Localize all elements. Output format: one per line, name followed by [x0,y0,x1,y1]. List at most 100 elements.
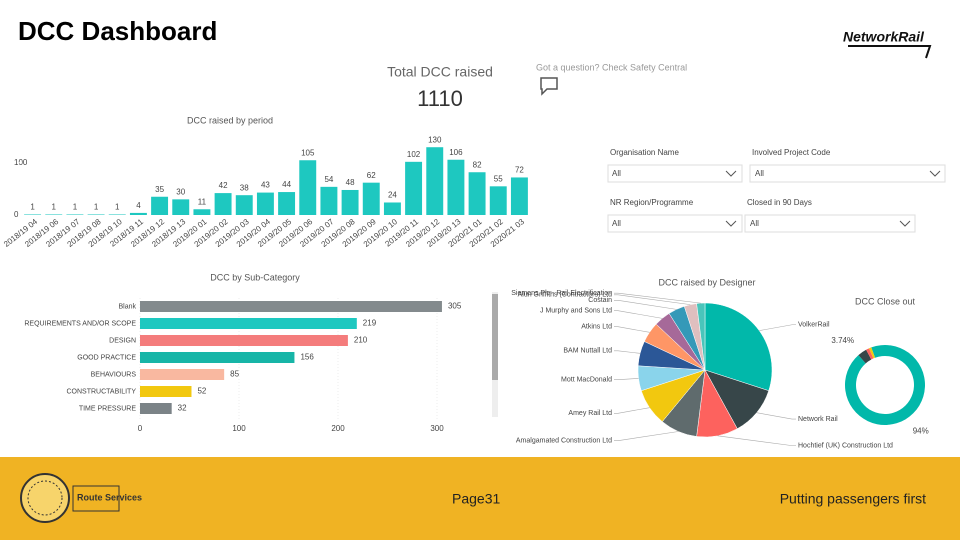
y-tick-label: 0 [14,210,19,219]
logo: NetworkRail [843,29,925,45]
help-text[interactable]: Got a question? Check Safety Central [536,62,687,72]
data-label: 1 [73,203,78,212]
page-number: Page31 [452,491,500,507]
filter-value[interactable]: All [755,169,764,178]
filter-value[interactable]: All [612,219,621,228]
leader-line [614,292,701,304]
leader-line [614,407,650,414]
leader-line [614,431,679,441]
slice-label: Hochtief (UK) Construction Ltd [798,442,893,449]
x-tick-label: 0 [138,424,143,433]
bar [235,195,253,215]
footer-band [0,457,960,540]
bar [129,212,147,215]
leader-line [614,300,677,310]
data-label: 1 [115,203,120,212]
chevron [725,170,737,177]
data-label: 38 [240,183,249,192]
chart-title: DCC Close out [855,296,916,306]
data-label: 105 [301,148,315,157]
chart-title: DCC by Sub-Category [210,272,300,282]
bar [172,199,190,215]
data-label: 106 [449,148,463,157]
data-label: 43 [261,181,270,190]
data-label: 35 [155,185,164,194]
help-icon[interactable] [540,77,558,96]
bar [447,159,465,215]
bar [140,369,225,380]
tagline: Putting passengers first [780,491,926,507]
data-label: 305 [448,302,462,311]
leader-line [614,310,663,319]
filter-value[interactable]: All [750,219,759,228]
footer-logo-ring [27,480,63,516]
bar [140,318,357,329]
slice-label: Costain [588,297,612,304]
slide-title: DCC Dashboard [18,16,217,46]
filter-dropdown[interactable] [749,164,946,183]
y-tick-label: GOOD PRACTICE [77,354,136,361]
y-tick-label: BEHAVIOURS [91,371,137,378]
footer-logo-box [72,485,120,512]
bar [299,160,317,215]
bar [362,182,380,215]
bar [140,301,442,312]
leader-line [614,294,691,305]
bar [320,186,338,215]
bar [426,147,444,215]
data-label: 156 [300,353,314,362]
filter-dropdown[interactable] [744,214,916,233]
chevron [725,220,737,227]
bar [45,214,63,215]
footer-logo-text: Route Services [77,492,142,502]
slice-label: Alun Griffiths (Contractors) Ltd [518,292,613,299]
data-label: 1 [52,203,57,212]
data-label: 72 [515,166,524,175]
filter-value[interactable]: All [612,169,621,178]
filter-label: Closed in 90 Days [747,198,812,207]
bar [489,186,507,215]
filter-dropdown[interactable] [607,214,743,233]
slice-label: VolkerRail [798,322,830,329]
slice-label: J Murphy and Sons Ltd [540,308,612,315]
leader-line [717,435,796,446]
data-label: 1 [30,203,35,212]
bar [140,386,192,397]
data-label: 102 [407,150,421,159]
filter-dropdown[interactable] [607,164,743,183]
card-value: 1110 [417,86,463,111]
data-label: 62 [367,171,376,180]
slice-label: Network Rail [798,416,838,423]
data-label: 3.74% [831,336,854,345]
bar [278,192,296,215]
bar [256,192,274,215]
bar [405,161,423,215]
bar [87,214,105,215]
data-label: 130 [428,135,442,144]
y-tick-label: DESIGN [109,337,136,344]
leader-line [614,350,641,354]
donut-segment [858,349,872,364]
scrollbar-thumb[interactable] [492,294,498,380]
data-label: 44 [282,180,291,189]
chevron [929,170,941,177]
chart-title: DCC raised by Designer [658,277,755,287]
filter-label: Organisation Name [610,148,679,157]
donut-segment [869,347,876,359]
data-label: 54 [324,175,333,184]
filter-label: Involved Project Code [752,148,831,157]
slice-label: Siemens Plc - Rail Electrification [511,290,612,297]
leader-line [614,378,639,380]
bar [66,214,84,215]
leader-line [759,324,796,331]
filter-label: NR Region/Programme [610,198,694,207]
leader-line [614,326,650,333]
x-tick-label: 100 [232,424,246,433]
data-label: 30 [176,187,185,196]
card-label: Total DCC raised [387,64,493,80]
bar [140,352,295,363]
data-label: 94% [913,426,929,435]
leader-line [756,412,796,420]
